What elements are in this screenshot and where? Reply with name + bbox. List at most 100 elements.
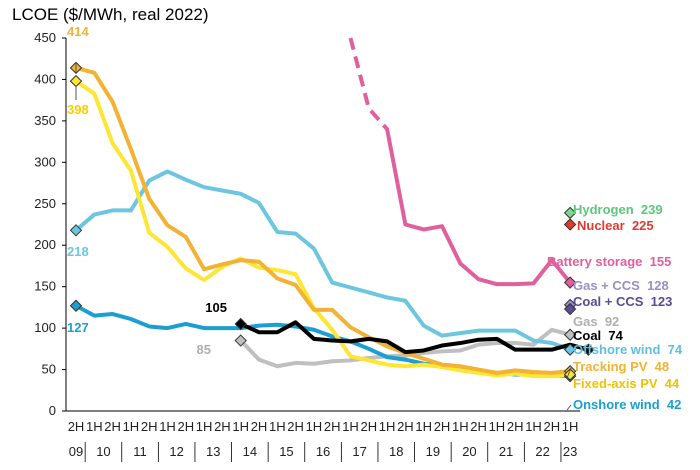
series-lines (74, 37, 591, 379)
x-tick-half-label: 2H (324, 419, 341, 434)
end-label-value-nuclear: 225 (632, 218, 654, 233)
x-tick-half-label: 2H (177, 419, 194, 434)
end-label-name-hydrogen: Hydrogen (573, 202, 634, 217)
start-marker-coal (234, 317, 247, 331)
end-label-name-gasccs: Gas + CCS (573, 278, 640, 293)
series-line-offshore (74, 169, 573, 352)
end-label-coal: Coal 74 (573, 328, 624, 343)
chart-title: LCOE ($/MWh, real 2022) (12, 5, 209, 24)
end-label-connector-tracking (566, 367, 572, 379)
end-label-fixed: Fixed-axis PV 44 (573, 376, 680, 391)
end-label-name-fixed: Fixed-axis PV (573, 376, 658, 391)
end-label-gas: Gas 92 (573, 314, 619, 329)
series-line-fixed (74, 79, 573, 379)
x-tick-year-label: 10 (96, 444, 110, 459)
end-label-nuclear: Nuclear 225 (577, 218, 654, 233)
x-tick-half-label: 1H (452, 419, 469, 434)
y-tick-label: 100 (34, 320, 56, 335)
x-tick-half-label: 1H (415, 419, 432, 434)
end-label-value-fixed: 44 (665, 376, 680, 391)
x-tick-half-label: 1H (196, 419, 213, 434)
start-value-label-fixed: 398 (67, 102, 89, 117)
y-tick-label: 50 (42, 362, 56, 377)
end-marker-battery (563, 276, 577, 289)
x-tick-half-label: 1H (525, 419, 542, 434)
end-label-value-tracking: 48 (655, 359, 669, 374)
x-tick-half-label: 2H (214, 419, 231, 434)
x-tick-half-label: 1H (232, 419, 249, 434)
x-tick-half-label: 2H (68, 419, 85, 434)
series-line-battery-storage (385, 127, 573, 287)
x-tick-half-label: 2H (434, 419, 451, 434)
y-tick-label: 0 (49, 403, 56, 418)
end-label-name-nuclear: Nuclear (577, 218, 625, 233)
x-tick-half-label: 1H (86, 419, 103, 434)
series-markers (69, 61, 595, 383)
series-line-battery-storage-projected (348, 37, 389, 131)
end-label-value-gas: 92 (605, 314, 619, 329)
x-tick-half-label: 1H (342, 419, 359, 434)
x-tick-year-label: 20 (462, 444, 476, 459)
end-label-gasccs: Gas + CCS 128 (573, 278, 669, 293)
end-label-name-onshore: Onshore wind (573, 397, 660, 412)
x-tick-year-label: 12 (169, 444, 183, 459)
end-label-value-hydrogen: 239 (641, 202, 663, 217)
end-label-onshore: Onshore wind 42 (573, 397, 681, 412)
end-label-value-offshore: 74 (668, 342, 683, 357)
x-tick-half-label: 1H (379, 419, 396, 434)
y-tick-label: 350 (34, 113, 56, 128)
end-marker-coal (582, 343, 595, 356)
x-tick-year-label: 15 (279, 444, 293, 459)
start-value-label-offshore: 218 (67, 244, 89, 259)
start-value-label-coal: 105 (205, 300, 227, 315)
start-value-label-tracking: 414 (67, 24, 89, 39)
end-label-value-battery: 155 (650, 254, 672, 269)
x-tick-year-label: 14 (243, 444, 257, 459)
end-label-name-offshore: Offshore wind (573, 342, 660, 357)
point-marker-coalccs (563, 302, 577, 316)
end-label-value-onshore: 42 (667, 397, 681, 412)
start-marker-gas (234, 334, 247, 347)
x-tick-year-label: 09 (69, 444, 83, 459)
end-label-name-coal: Coal (573, 328, 601, 343)
end-label-value-coalccs: 123 (651, 294, 673, 309)
x-tick-half-label: 2H (470, 419, 487, 434)
y-tick-label: 300 (34, 154, 56, 169)
x-tick-half-label: 2H (543, 419, 560, 434)
x-tick-year-label: 23 (563, 444, 577, 459)
x-tick-year-label: 13 (206, 444, 220, 459)
point-marker-nuclear (563, 218, 577, 231)
x-tick-year-label: 22 (535, 444, 549, 459)
x-tick-year-label: 19 (426, 444, 440, 459)
end-label-name-battery: Battery storage (547, 254, 642, 269)
x-tick-year-label: 17 (352, 444, 366, 459)
x-tick-year-label: 11 (133, 444, 147, 459)
series-line-coal (238, 320, 591, 355)
end-label-value-coal: 74 (608, 328, 623, 343)
x-tick-half-label: 1H (123, 419, 140, 434)
x-tick-half-label: 2H (251, 419, 268, 434)
x-tick-year-label: 21 (499, 444, 513, 459)
x-tick-half-label: 1H (159, 419, 176, 434)
end-label-battery: Battery storage 155 (547, 254, 671, 269)
x-tick-half-label: 2H (287, 419, 304, 434)
series-line-tracking (74, 65, 573, 375)
end-marker-gas (563, 328, 577, 341)
x-tick-half-label: 1H (562, 419, 579, 434)
end-marker-offshore (563, 343, 577, 356)
x-tick-year-label: 18 (389, 444, 403, 459)
y-tick-label: 200 (34, 237, 56, 252)
y-tick-label: 450 (34, 30, 56, 45)
y-tick-label: 150 (34, 279, 56, 294)
end-label-connector-onshore (566, 404, 572, 411)
x-tick-half-label: 2H (141, 419, 158, 434)
x-tick-half-label: 2H (397, 419, 414, 434)
start-marker-onshore (69, 299, 83, 312)
end-label-value-gasccs: 128 (647, 278, 669, 293)
start-marker-offshore (69, 224, 83, 237)
end-label-coalccs: Coal + CCS 123 (573, 294, 672, 309)
end-label-name-gas: Gas (573, 314, 598, 329)
x-tick-half-label: 1H (269, 419, 286, 434)
